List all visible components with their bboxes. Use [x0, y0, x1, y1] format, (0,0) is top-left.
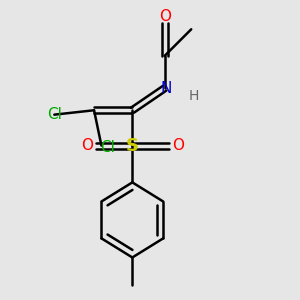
Text: Cl: Cl [47, 107, 62, 122]
Text: H: H [189, 88, 200, 103]
Text: S: S [126, 136, 139, 154]
Text: O: O [159, 9, 171, 24]
Text: Cl: Cl [100, 140, 115, 154]
Text: O: O [172, 138, 184, 153]
Text: O: O [81, 138, 93, 153]
Text: N: N [160, 81, 172, 96]
